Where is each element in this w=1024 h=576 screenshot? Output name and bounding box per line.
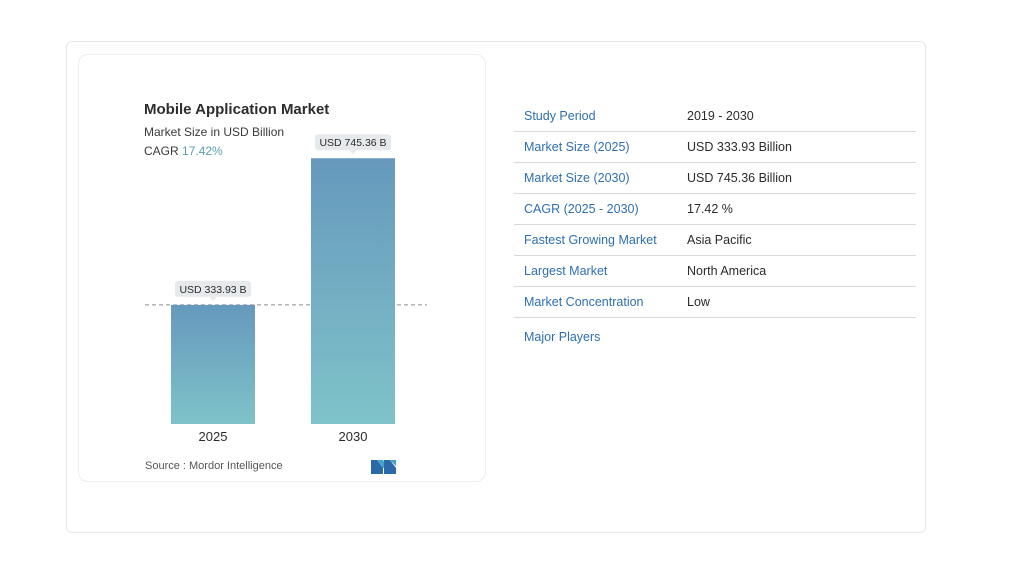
table-row: Market Concentration Low xyxy=(514,287,916,318)
major-players-link[interactable]: Major Players xyxy=(524,330,601,344)
row-value: Low xyxy=(687,295,710,309)
market-info-table: Study Period 2019 - 2030 Market Size (20… xyxy=(514,101,916,318)
table-row: Study Period 2019 - 2030 xyxy=(514,101,916,132)
chart-card xyxy=(78,54,486,482)
row-label: Fastest Growing Market xyxy=(524,233,657,247)
row-value: USD 333.93 Billion xyxy=(687,140,792,154)
chart-subtitle: Market Size in USD Billion xyxy=(144,125,285,139)
bar-2025 xyxy=(171,304,255,424)
row-label: Market Concentration xyxy=(524,295,644,309)
table-row: Market Size (2025) USD 333.93 Billion xyxy=(514,132,916,163)
row-value: North America xyxy=(687,264,767,278)
x-tick-label: 2025 xyxy=(199,429,228,444)
x-tick-label: 2030 xyxy=(339,429,368,444)
chart-cagr: CAGR 17.42% xyxy=(144,144,223,158)
data-label: USD 745.36 B xyxy=(319,137,386,149)
cagr-value: 17.42% xyxy=(182,144,223,158)
mordor-intelligence-logo-icon xyxy=(371,460,396,474)
row-label: Study Period xyxy=(524,109,596,123)
data-label: USD 333.93 B xyxy=(179,284,246,296)
data-label-pointer xyxy=(209,296,217,301)
row-label: Market Size (2030) xyxy=(524,171,630,185)
chart-title: Mobile Application Market xyxy=(144,101,330,118)
table-row: Fastest Growing Market Asia Pacific xyxy=(514,225,916,256)
row-value: Asia Pacific xyxy=(687,233,752,247)
data-label-bg xyxy=(315,134,391,151)
source-text: Source : Mordor Intelligence xyxy=(145,460,283,472)
table-row: CAGR (2025 - 2030) 17.42 % xyxy=(514,194,916,225)
cagr-label: CAGR xyxy=(144,144,179,158)
bar-2030 xyxy=(311,158,395,424)
data-label-bg xyxy=(175,280,251,297)
row-label: Market Size (2025) xyxy=(524,140,630,154)
row-value: 2019 - 2030 xyxy=(687,109,754,123)
data-label-pointer xyxy=(349,150,357,155)
row-label: Largest Market xyxy=(524,264,608,278)
table-row: Largest Market North America xyxy=(514,256,916,287)
table-row: Market Size (2030) USD 745.36 Billion xyxy=(514,163,916,194)
row-value: 17.42 % xyxy=(687,202,733,216)
row-label: CAGR (2025 - 2030) xyxy=(524,202,639,216)
row-value: USD 745.36 Billion xyxy=(687,171,792,185)
